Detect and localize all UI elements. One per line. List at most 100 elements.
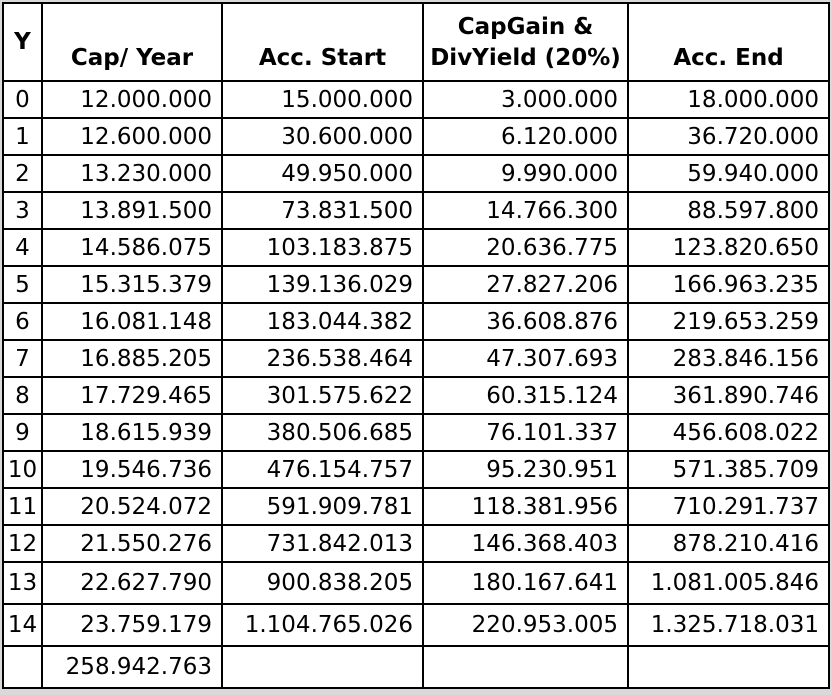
column-header-acc-end: Acc. End	[627, 2, 830, 82]
value-cell: 76.101.337	[422, 413, 629, 452]
value-cell	[422, 645, 629, 689]
table-row: 10 19.546.736 476.154.757 95.230.951 571.385…	[2, 450, 830, 489]
value-cell: 12.000.000	[41, 80, 223, 119]
value-cell: 36.720.000	[627, 117, 830, 156]
table-row: 6 16.081.148 183.044.382 36.608.876 219.653.…	[2, 302, 830, 341]
table-row: 14 23.759.179 1.104.765.026 220.953.005 1.32…	[2, 603, 830, 647]
year-cell: 6	[2, 302, 43, 341]
year-cell	[2, 645, 43, 689]
value-cell: 710.291.737	[627, 487, 830, 526]
table-row: 1 12.600.000 30.600.000 6.120.000 36.720.000	[2, 117, 830, 156]
value-cell: 118.381.956	[422, 487, 629, 526]
value-cell: 18.615.939	[41, 413, 223, 452]
total-row: 258.942.763	[2, 645, 830, 689]
value-cell: 88.597.800	[627, 191, 830, 230]
year-cell: 14	[2, 603, 43, 647]
table-row: 7 16.885.205 236.538.464 47.307.693 283.846.…	[2, 339, 830, 378]
table-body: 0 12.000.000 15.000.000 3.000.000 18.000.000…	[2, 80, 830, 689]
value-cell: 1.325.718.031	[627, 603, 830, 647]
year-cell: 13	[2, 561, 43, 605]
table-row: 2 13.230.000 49.950.000 9.990.000 59.940.000	[2, 154, 830, 193]
value-cell: 166.963.235	[627, 265, 830, 304]
year-cell: 7	[2, 339, 43, 378]
value-cell: 19.546.736	[41, 450, 223, 489]
value-cell: 12.600.000	[41, 117, 223, 156]
value-cell: 1.104.765.026	[221, 603, 424, 647]
value-cell: 49.950.000	[221, 154, 424, 193]
total-value-cell: 258.942.763	[41, 645, 223, 689]
value-cell: 30.600.000	[221, 117, 424, 156]
value-cell: 380.506.685	[221, 413, 424, 452]
year-cell: 3	[2, 191, 43, 230]
year-cell: 9	[2, 413, 43, 452]
table-row: 13 22.627.790 900.838.205 180.167.641 1.081.…	[2, 561, 830, 605]
value-cell: 1.081.005.846	[627, 561, 830, 605]
value-cell: 180.167.641	[422, 561, 629, 605]
header-row: Y Cap/ Year Acc. Start CapGain & DivYiel…	[2, 2, 830, 82]
value-cell: 95.230.951	[422, 450, 629, 489]
column-header-y: Y	[2, 2, 43, 82]
value-cell: 236.538.464	[221, 339, 424, 378]
value-cell: 591.909.781	[221, 487, 424, 526]
table-row: 8 17.729.465 301.575.622 60.315.124 361.890.…	[2, 376, 830, 415]
year-cell: 5	[2, 265, 43, 304]
value-cell: 146.368.403	[422, 524, 629, 563]
value-cell: 27.827.206	[422, 265, 629, 304]
table-row: 12 21.550.276 731.842.013 146.368.403 878.21…	[2, 524, 830, 563]
value-cell: 123.820.650	[627, 228, 830, 267]
value-cell: 60.315.124	[422, 376, 629, 415]
year-cell: 2	[2, 154, 43, 193]
value-cell: 103.183.875	[221, 228, 424, 267]
column-header-capgain-divyield: CapGain & DivYield (20%)	[422, 2, 629, 82]
table-row: 9 18.615.939 380.506.685 76.101.337 456.608.…	[2, 413, 830, 452]
value-cell: 900.838.205	[221, 561, 424, 605]
value-cell: 22.627.790	[41, 561, 223, 605]
value-cell: 47.307.693	[422, 339, 629, 378]
value-cell: 139.136.029	[221, 265, 424, 304]
value-cell: 21.550.276	[41, 524, 223, 563]
year-cell: 0	[2, 80, 43, 119]
value-cell: 59.940.000	[627, 154, 830, 193]
value-cell: 476.154.757	[221, 450, 424, 489]
column-header-acc-start: Acc. Start	[221, 2, 424, 82]
year-cell: 4	[2, 228, 43, 267]
value-cell: 20.636.775	[422, 228, 629, 267]
value-cell: 17.729.465	[41, 376, 223, 415]
year-cell: 1	[2, 117, 43, 156]
year-cell: 11	[2, 487, 43, 526]
value-cell: 14.586.075	[41, 228, 223, 267]
value-cell: 18.000.000	[627, 80, 830, 119]
year-cell: 12	[2, 524, 43, 563]
value-cell: 16.081.148	[41, 302, 223, 341]
value-cell: 23.759.179	[41, 603, 223, 647]
value-cell	[627, 645, 830, 689]
value-cell: 731.842.013	[221, 524, 424, 563]
value-cell: 9.990.000	[422, 154, 629, 193]
value-cell: 13.230.000	[41, 154, 223, 193]
value-cell: 15.000.000	[221, 80, 424, 119]
value-cell: 301.575.622	[221, 376, 424, 415]
value-cell: 220.953.005	[422, 603, 629, 647]
table-row: 11 20.524.072 591.909.781 118.381.956 710.29…	[2, 487, 830, 526]
column-header-cap-per-year: Cap/ Year	[41, 2, 223, 82]
year-cell: 10	[2, 450, 43, 489]
value-cell: 73.831.500	[221, 191, 424, 230]
value-cell: 20.524.072	[41, 487, 223, 526]
table-row: 0 12.000.000 15.000.000 3.000.000 18.000.000	[2, 80, 830, 119]
value-cell: 13.891.500	[41, 191, 223, 230]
value-cell: 456.608.022	[627, 413, 830, 452]
value-cell: 283.846.156	[627, 339, 830, 378]
table-row: 3 13.891.500 73.831.500 14.766.300 88.597.80…	[2, 191, 830, 230]
value-cell: 3.000.000	[422, 80, 629, 119]
value-cell: 15.315.379	[41, 265, 223, 304]
value-cell: 219.653.259	[627, 302, 830, 341]
value-cell: 14.766.300	[422, 191, 629, 230]
table-row: 5 15.315.379 139.136.029 27.827.206 166.963.…	[2, 265, 830, 304]
value-cell: 6.120.000	[422, 117, 629, 156]
table-row: 4 14.586.075 103.183.875 20.636.775 123.820.…	[2, 228, 830, 267]
year-cell: 8	[2, 376, 43, 415]
value-cell: 36.608.876	[422, 302, 629, 341]
value-cell	[221, 645, 424, 689]
